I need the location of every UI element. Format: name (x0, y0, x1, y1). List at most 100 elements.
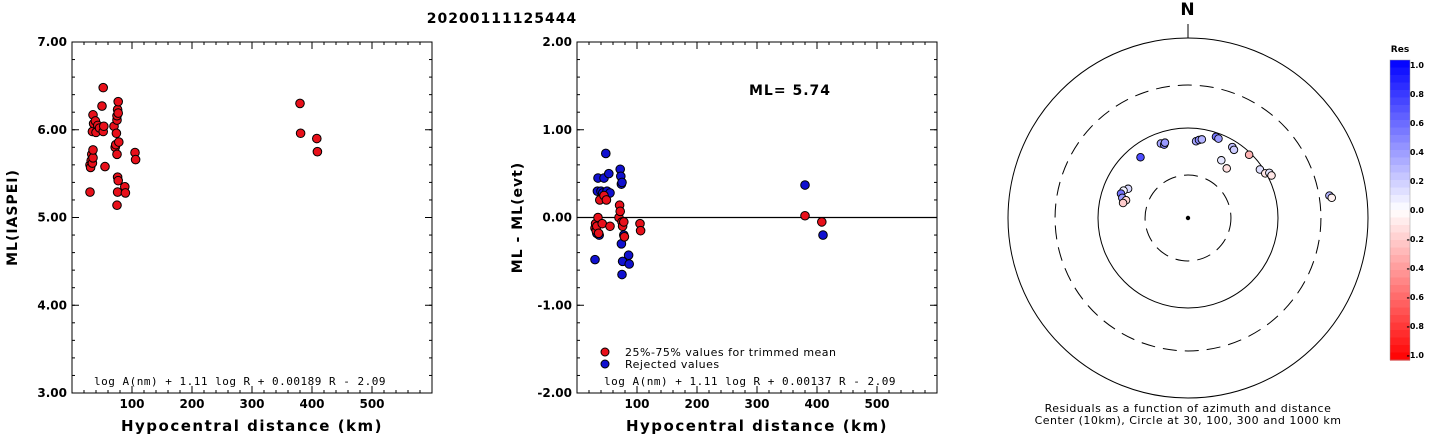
colorbar-segment (1390, 180, 1410, 189)
used-point (597, 218, 608, 229)
x-axis-label: Hypocentral distance (km) (626, 417, 888, 435)
colorbar-segment (1390, 172, 1410, 181)
rejected-point (590, 254, 600, 265)
colorbar-segment (1390, 262, 1410, 271)
colorbar-segment (1390, 67, 1410, 76)
data-point (99, 121, 109, 132)
x-tick-label: 500 (864, 397, 889, 411)
station-marker (1229, 145, 1239, 155)
y-tick-label: 5.00 (37, 211, 67, 225)
data-point (111, 128, 122, 139)
data-point (113, 108, 123, 118)
azimuth-map-panel: N Residuals as a function of azimuth and … (1007, 0, 1425, 427)
data-point (85, 187, 95, 197)
colorbar-tick-label: -0.4 (1407, 264, 1425, 273)
colorbar-segment (1390, 352, 1410, 361)
used-point (593, 228, 604, 239)
colorbar-segment (1390, 270, 1410, 279)
x-tick-label: 400 (299, 397, 324, 411)
distance-ring (1054, 84, 1322, 352)
formula-text: log A(nm) + 1.11 log R + 0.00189 R - 2.0… (94, 375, 386, 388)
colorbar-segment (1390, 292, 1410, 301)
data-point (120, 188, 131, 198)
data-point (113, 96, 123, 107)
data-point (112, 149, 122, 160)
data-point (88, 145, 98, 155)
formula-text: log A(nm) + 1.11 log R + 0.00137 R - 2.0… (604, 375, 896, 388)
legend-marker (600, 359, 610, 369)
colorbar-segment (1390, 60, 1410, 69)
data-point (97, 101, 107, 111)
y-tick-label: 4.00 (37, 298, 67, 312)
rejected-point (800, 180, 810, 190)
data-point (113, 175, 123, 186)
map-caption: Residuals as a function of azimuth and d… (1045, 402, 1332, 415)
colorbar-tick-label: -0.2 (1407, 235, 1425, 244)
station-marker (1214, 134, 1223, 143)
rejected-point (617, 269, 627, 280)
colorbar-segment (1390, 105, 1410, 114)
colorbar-segment (1390, 195, 1410, 204)
station-marker (1160, 138, 1170, 147)
colorbar-segment (1390, 210, 1410, 219)
x-tick-label: 400 (804, 397, 829, 411)
rejected-point (601, 148, 611, 159)
colorbar-segment (1390, 300, 1410, 309)
distance-ring (1097, 127, 1279, 309)
station-marker (1136, 152, 1145, 162)
data-point (130, 154, 141, 165)
y-axis-label: ML(IASPEI) (5, 169, 21, 266)
data-point (88, 153, 98, 163)
used-point (817, 217, 827, 227)
used-point (615, 206, 626, 217)
residual-scatter-panel: -2.00 -1.00 0.00 1.00 2.00 100 200 300 400 500 Hyp… (510, 35, 938, 435)
station-marker (1217, 156, 1226, 165)
used-point (605, 221, 615, 232)
used-point (619, 232, 630, 242)
colorbar-segment (1390, 157, 1410, 166)
data-point (100, 161, 110, 172)
station-marker (1118, 198, 1128, 208)
colorbar-segment (1390, 90, 1410, 99)
colorbar-tick-label: 0.0 (1410, 206, 1425, 215)
y-tick-label: 7.00 (37, 35, 67, 49)
colorbar-tick-label: -0.6 (1407, 293, 1425, 302)
x-axis-label: Hypocentral distance (km) (121, 417, 383, 435)
y-tick-label: 3.00 (37, 386, 67, 400)
station-marker (1267, 171, 1276, 180)
ml-scatter-panel: 3.00 4.00 5.00 6.00 7.00 100 200 300 400 500 Hypoc… (5, 35, 433, 435)
colorbar-tick-label: 0.6 (1410, 119, 1425, 128)
north-label: N (1180, 0, 1195, 20)
colorbar-segment (1390, 255, 1410, 264)
map-caption: Center (10km), Circle at 30, 100, 300 an… (1035, 414, 1342, 427)
epicenter-dot (1185, 215, 1191, 221)
station-marker (1222, 164, 1231, 173)
x-tick-label: 200 (179, 397, 204, 411)
colorbar-tick-label: 1.0 (1410, 61, 1425, 70)
colorbar-segment (1390, 285, 1410, 294)
colorbar-tick-label: 0.8 (1410, 90, 1425, 99)
rejected-point (624, 259, 635, 269)
colorbar-segment (1390, 225, 1410, 234)
colorbar-segment (1390, 345, 1410, 354)
colorbar-segment (1390, 337, 1410, 346)
x-tick-label: 100 (119, 397, 144, 411)
data-point (312, 146, 323, 157)
rejected-point (623, 250, 634, 261)
colorbar-frame (1389, 59, 1411, 361)
y-tick-label: 1.00 (542, 123, 572, 137)
station-marker (1244, 150, 1254, 159)
colorbar-segment (1390, 142, 1410, 151)
colorbar-tick-label: 0.4 (1410, 148, 1425, 157)
x-tick-label: 300 (239, 397, 264, 411)
colorbar-segment (1390, 150, 1410, 159)
used-point (619, 217, 629, 227)
colorbar-segment (1390, 202, 1410, 211)
data-point (114, 137, 124, 147)
data-point (112, 200, 122, 211)
colorbar-segment (1390, 187, 1410, 196)
distance-ring (1144, 174, 1232, 262)
used-point (635, 225, 646, 236)
rejected-point (604, 168, 614, 179)
